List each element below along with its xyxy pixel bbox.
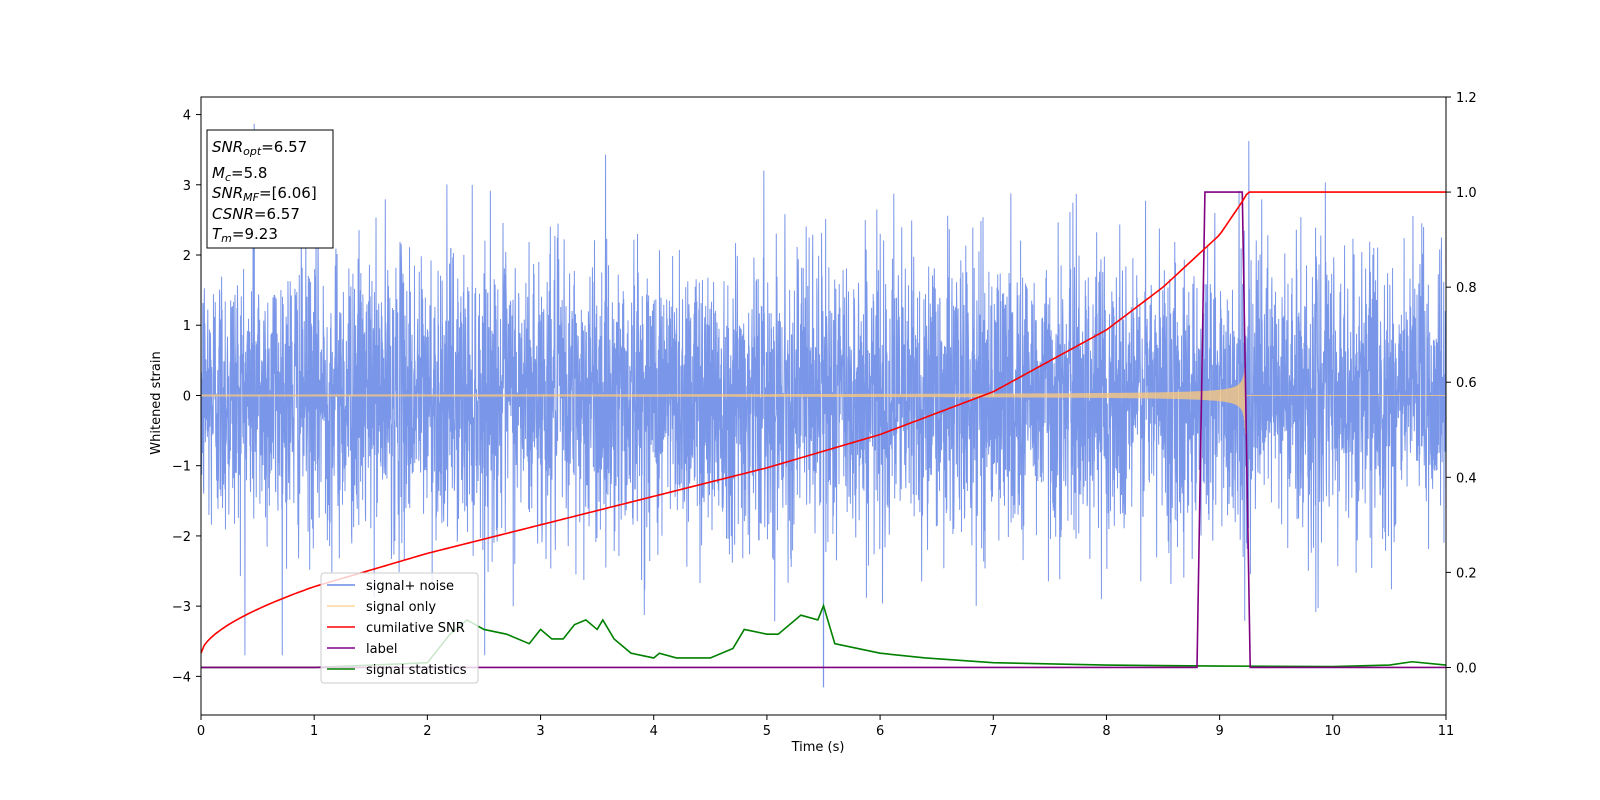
legend-entry: signal only: [327, 600, 436, 615]
y-left-tick-label: −2: [172, 530, 191, 545]
info-tm: Tm=9.23: [212, 225, 278, 245]
y-left-tick-label: 3: [183, 179, 191, 194]
x-tick-label: 11: [1438, 724, 1455, 739]
y-left-tick-label: 1: [183, 319, 191, 334]
x-tick-label: 10: [1325, 724, 1342, 739]
info-csnr: CSNR=6.57: [212, 205, 300, 223]
legend-entry: cumilative SNR: [327, 621, 465, 636]
y-left-axis-ticks: 4 3 2 1 0 −1 −2 −3 −4: [172, 109, 201, 685]
legend-label: signal+ noise: [366, 579, 454, 594]
info-mc: Mc=5.8: [212, 164, 267, 184]
legend-label: signal only: [366, 600, 436, 615]
y-right-tick-label: 1.0: [1456, 186, 1477, 201]
axes-border: [200, 96, 1447, 716]
series-signal-statistics-line: [201, 603, 1446, 669]
x-tick-label: 3: [536, 724, 544, 739]
x-axis-ticks: 0 1 2 3 4 5 6 7 8 9 10 11: [197, 715, 1454, 739]
y-right-axis-ticks: 1.2 1.0 0.8 0.6 0.4 0.2 0.0: [1446, 91, 1477, 676]
legend-entry: signal statistics: [327, 663, 467, 678]
legend-label: label: [366, 642, 397, 657]
series-signal-noise-line: [201, 123, 1446, 688]
y-right-tick-label: 0.0: [1456, 661, 1477, 676]
x-axis-label: Time (s): [791, 740, 845, 755]
info-box: SNRopt=6.57 Mc=5.8 SNRMF=[6.06] CSNR=6.5…: [206, 129, 334, 249]
y-left-tick-label: −3: [172, 600, 191, 615]
info-snr-opt: SNRopt=6.57: [212, 138, 307, 158]
y-left-tick-label: −4: [172, 670, 191, 685]
legend: signal+ noise signal only cumilative SNR la…: [320, 572, 479, 684]
axes-frame: [200, 96, 1447, 716]
y-left-tick-label: 4: [183, 109, 191, 124]
y-right-tick-label: 0.8: [1456, 281, 1477, 296]
x-tick-label: 5: [763, 724, 771, 739]
y-right-tick-label: 0.6: [1456, 376, 1477, 391]
y-right-tick-label: 1.2: [1456, 91, 1477, 106]
x-tick-label: 8: [1102, 724, 1110, 739]
series-signal-only-line: [201, 356, 1446, 435]
y-right-tick-label: 0.2: [1456, 566, 1477, 581]
y-left-tick-label: −1: [172, 460, 191, 475]
series-cumulative-snr-line: [201, 191, 1446, 654]
x-tick-label: 6: [876, 724, 884, 739]
x-tick-label: 2: [423, 724, 431, 739]
x-tick-label: 1: [310, 724, 318, 739]
legend-entry: signal+ noise: [327, 579, 454, 594]
y-left-axis-label: Whitened strain: [149, 351, 164, 454]
x-tick-label: 9: [1215, 724, 1223, 739]
y-left-tick-label: 2: [183, 249, 191, 264]
y-right-tick-label: 0.4: [1456, 471, 1477, 486]
info-snr-mf: SNRMF=[6.06]: [212, 184, 317, 204]
x-tick-label: 7: [989, 724, 997, 739]
legend-entry: label: [327, 642, 397, 657]
y-left-tick-label: 0: [183, 389, 191, 404]
legend-label: cumilative SNR: [366, 621, 465, 636]
x-tick-label: 4: [650, 724, 658, 739]
legend-frame: [320, 572, 479, 684]
legend-label: signal statistics: [366, 663, 467, 678]
info-box-frame: [206, 129, 334, 249]
plot-area: [201, 123, 1446, 688]
series-layer: [201, 123, 1446, 688]
series-label-line: [201, 191, 1446, 669]
x-tick-label: 0: [197, 724, 205, 739]
